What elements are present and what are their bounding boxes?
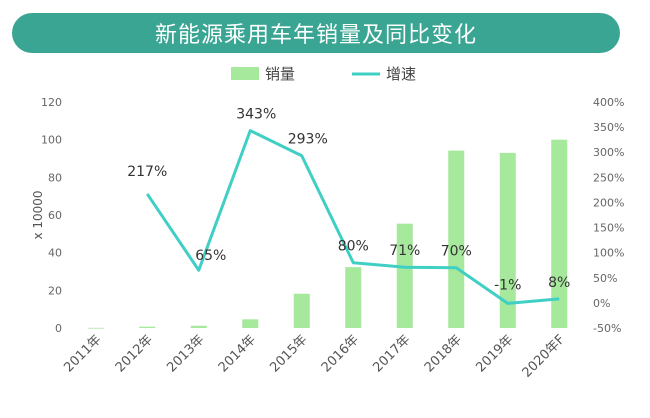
- bar: [396, 223, 413, 328]
- line-data-label: 80%: [338, 239, 369, 255]
- bar: [139, 326, 156, 328]
- line-data-label: 293%: [288, 132, 328, 148]
- left-tick-label: 100: [41, 134, 62, 147]
- line-data-label: 65%: [195, 248, 226, 264]
- x-tick-label: 2011年: [61, 332, 104, 375]
- line-data-label: 70%: [441, 244, 472, 260]
- x-tick-label: 2018年: [422, 332, 465, 375]
- right-tick-label: 50%: [593, 272, 617, 285]
- legend-bar-label: 销量: [265, 65, 295, 83]
- left-axis-unit-label: x 10000: [31, 190, 45, 239]
- x-tick-label: 2013年: [164, 332, 207, 375]
- line-data-label: 217%: [127, 164, 167, 180]
- right-tick-label: 0%: [593, 297, 610, 310]
- left-axis: 0 20 40 60 80 100 120 x 10000: [31, 96, 62, 335]
- legend-bar-swatch: [231, 67, 259, 80]
- bar: [293, 293, 310, 328]
- chart-title: 新能源乘用车年销量及同比变化: [154, 23, 477, 48]
- x-tick-label: 2016年: [319, 332, 362, 375]
- chart-title-banner: 新能源乘用车年销量及同比变化: [12, 13, 620, 53]
- left-tick-label: 40: [48, 247, 62, 260]
- x-tick-label: 2019年: [473, 332, 516, 375]
- left-tick-label: 80: [48, 171, 62, 184]
- line-data-label: 343%: [236, 107, 276, 123]
- x-tick-label: 2020年F: [520, 332, 568, 380]
- bar: [87, 327, 104, 329]
- right-tick-label: 250%: [593, 171, 624, 184]
- x-tick-label: 2012年: [113, 332, 156, 375]
- line-data-label: 71%: [389, 243, 420, 259]
- bar-series: [87, 139, 568, 329]
- left-tick-label: 120: [41, 96, 62, 109]
- bar: [551, 139, 568, 328]
- left-tick-label: 60: [48, 209, 62, 222]
- bar: [499, 152, 516, 328]
- right-tick-label: -50%: [593, 322, 621, 335]
- line-series: 217% 65% 343% 293% 80% 71% 70% -1% 8%: [127, 107, 570, 305]
- right-tick-label: 100%: [593, 247, 624, 260]
- bar: [448, 150, 465, 328]
- line-data-label: -1%: [494, 277, 521, 293]
- right-tick-label: 150%: [593, 222, 624, 235]
- legend: 销量 增速: [231, 65, 416, 83]
- legend-line-label: 增速: [386, 65, 416, 83]
- right-tick-label: 350%: [593, 121, 624, 134]
- right-tick-label: 300%: [593, 146, 624, 159]
- bar: [345, 267, 362, 328]
- line-data-label: 8%: [548, 275, 570, 291]
- right-tick-label: 200%: [593, 196, 624, 209]
- x-tick-label: 2014年: [216, 332, 259, 375]
- bar: [242, 319, 259, 328]
- right-tick-label: 400%: [593, 96, 624, 109]
- left-tick-label: 20: [48, 284, 62, 297]
- x-tick-label: 2017年: [370, 332, 413, 375]
- bar: [190, 325, 207, 328]
- left-tick-label: 0: [55, 322, 62, 335]
- growth-line: [146, 129, 560, 305]
- x-tick-label: 2015年: [267, 332, 310, 375]
- right-axis: -50% 0% 50% 100% 150% 200% 250% 300% 350% 400%: [593, 96, 624, 335]
- x-axis-labels: 2011年 2012年 2013年 2014年 2015年 2016年 2017年 2018年…: [61, 332, 568, 380]
